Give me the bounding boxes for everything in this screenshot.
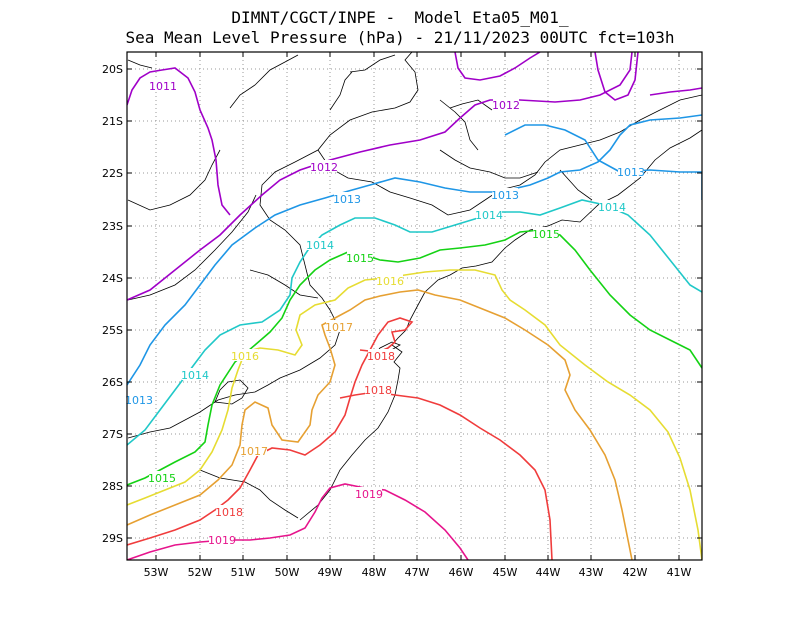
contour-label: 1012 bbox=[492, 99, 520, 112]
contour-label-bg bbox=[377, 274, 403, 286]
contour-label: 1015 bbox=[346, 252, 374, 265]
contour-label-bg bbox=[209, 533, 235, 545]
contour-label: 1014 bbox=[598, 201, 626, 214]
contour-label-bg bbox=[334, 192, 360, 204]
contour-label-bg bbox=[476, 208, 502, 220]
lat-label: 28S bbox=[102, 480, 123, 493]
contour-labels: 1011 1012 1012 1013 1013 1013 1013 1014 1014 1014… bbox=[125, 79, 645, 547]
isobar-1013 bbox=[504, 124, 702, 200]
lon-label: 50W bbox=[275, 566, 300, 579]
contour-label-bg bbox=[347, 251, 373, 263]
contour-label: 1014 bbox=[306, 239, 334, 252]
contour-label-bg bbox=[599, 200, 625, 212]
contour-label-bg bbox=[150, 79, 176, 91]
isobar-1018 bbox=[127, 317, 414, 546]
contour-label: 1014 bbox=[181, 369, 209, 382]
lon-label: 48W bbox=[362, 566, 387, 579]
contour-label: 1016 bbox=[231, 350, 259, 363]
lon-label: 52W bbox=[188, 566, 213, 579]
contour-label: 1011 bbox=[149, 80, 177, 93]
contour-label-bg bbox=[368, 349, 394, 361]
latitude-labels: 20S 21S 22S 23S 24S 25S 26S 27S 28S 29S bbox=[102, 63, 123, 545]
contour-label: 1018 bbox=[364, 384, 392, 397]
isobar-1014 bbox=[127, 199, 702, 446]
lat-label: 24S bbox=[102, 272, 123, 285]
isobar-1011 bbox=[127, 67, 231, 216]
lon-label: 42W bbox=[623, 566, 648, 579]
contour-label: 1012 bbox=[310, 161, 338, 174]
contour-label-bg bbox=[365, 383, 391, 395]
contour-label-bg bbox=[311, 160, 337, 172]
lat-label: 23S bbox=[102, 220, 123, 233]
contour-label: 1013 bbox=[333, 193, 361, 206]
coastline bbox=[127, 52, 702, 521]
lon-label: 47W bbox=[405, 566, 430, 579]
lon-label: 45W bbox=[493, 566, 518, 579]
longitude-labels: 53W 52W 51W 50W 49W 48W 47W 46W 45W 44W 43W 42W 41W bbox=[144, 566, 692, 579]
contour-label-bg bbox=[216, 505, 242, 517]
contour-label-bg bbox=[126, 393, 152, 405]
contour-label: 1018 bbox=[215, 506, 243, 519]
lon-label: 49W bbox=[318, 566, 343, 579]
contour-label: 1013 bbox=[491, 189, 519, 202]
lon-label: 41W bbox=[667, 566, 692, 579]
contour-label-bg bbox=[533, 227, 559, 239]
isobar-1012 bbox=[649, 87, 702, 96]
lat-label: 20S bbox=[102, 63, 123, 76]
contour-label-bg bbox=[492, 188, 518, 200]
lat-label: 25S bbox=[102, 324, 123, 337]
lon-label: 53W bbox=[144, 566, 169, 579]
contour-label: 1015 bbox=[532, 228, 560, 241]
contour-label-bg bbox=[241, 444, 267, 456]
lon-label: 43W bbox=[579, 566, 604, 579]
lon-label: 44W bbox=[536, 566, 561, 579]
contour-label: 1019 bbox=[355, 488, 383, 501]
contour-label: 1015 bbox=[148, 472, 176, 485]
contour-label: 1013 bbox=[617, 166, 645, 179]
map-frame bbox=[126, 51, 703, 561]
contour-label: 1017 bbox=[240, 445, 268, 458]
lat-label: 29S bbox=[102, 532, 123, 545]
contour-label-bg bbox=[182, 368, 208, 380]
contour-label: 1013 bbox=[125, 394, 153, 407]
isobar-1018 bbox=[339, 391, 553, 560]
contour-label-bg bbox=[149, 471, 175, 483]
grid-lines bbox=[127, 52, 702, 560]
map-subtitle: Sea Mean Level Pressure (hPa) - 21/11/20… bbox=[125, 28, 675, 47]
isobar-1011 bbox=[594, 52, 639, 101]
contour-label-bg bbox=[307, 238, 333, 250]
contour-label: 1019 bbox=[208, 534, 236, 547]
contour-label-bg bbox=[618, 165, 644, 177]
lat-label: 22S bbox=[102, 167, 123, 180]
lat-label: 21S bbox=[102, 115, 123, 128]
isobars bbox=[127, 52, 702, 560]
lon-label: 46W bbox=[449, 566, 474, 579]
isobar-1012 bbox=[127, 52, 633, 301]
contour-label: 1017 bbox=[325, 321, 353, 334]
map-title: DIMNT/CGCT/INPE - Model Eta05_M01_ bbox=[231, 8, 569, 27]
lat-label: 26S bbox=[102, 376, 123, 389]
isobar-1013 bbox=[127, 114, 702, 386]
contour-label-bg bbox=[232, 349, 258, 361]
contour-label-bg bbox=[493, 98, 519, 110]
lon-label: 51W bbox=[231, 566, 256, 579]
contour-label: 1014 bbox=[475, 209, 503, 222]
contour-label: 1018 bbox=[367, 350, 395, 363]
contour-label-bg bbox=[356, 487, 382, 499]
isobar-1019 bbox=[127, 483, 469, 560]
isobar-1016 bbox=[127, 269, 702, 560]
isobar-1011 bbox=[454, 52, 541, 81]
lat-label: 27S bbox=[102, 428, 123, 441]
contour-label-bg bbox=[326, 320, 352, 332]
contour-label: 1016 bbox=[376, 275, 404, 288]
